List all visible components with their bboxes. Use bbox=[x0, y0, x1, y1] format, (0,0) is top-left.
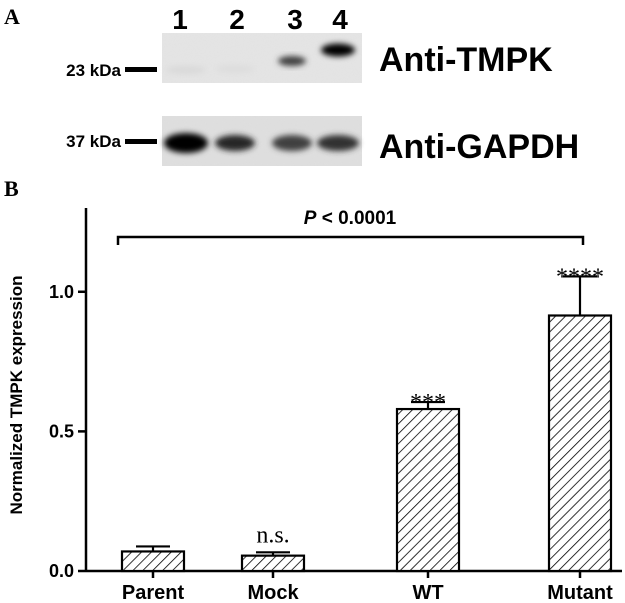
band-lane-2 bbox=[215, 65, 255, 73]
x-tick-label-wt: WT bbox=[412, 582, 443, 603]
band-lane-3 bbox=[272, 135, 312, 151]
x-tick-label-parent: Parent bbox=[122, 582, 185, 603]
pvalue-text: < 0.0001 bbox=[316, 208, 396, 229]
panel-a-letter: A bbox=[4, 4, 20, 29]
y-axis-label: Normalized TMPK expression bbox=[7, 275, 26, 514]
x-tick-label-mutant: Mutant bbox=[547, 582, 613, 603]
x-tick-label-mock: Mock bbox=[247, 582, 299, 603]
blot-tmpk bbox=[162, 33, 362, 83]
panel-b-letter: B bbox=[4, 176, 19, 201]
lane-label-3: 3 bbox=[287, 4, 303, 35]
lane-label-1: 1 bbox=[172, 4, 188, 35]
pvalue-prefix: P bbox=[304, 208, 317, 229]
marker-label-37kda: 37 kDa bbox=[66, 132, 121, 151]
band-lane-3 bbox=[278, 56, 306, 66]
pvalue-bracket-line bbox=[116, 235, 585, 245]
band-lane-4 bbox=[317, 135, 359, 151]
band-lane-1 bbox=[166, 66, 206, 74]
band-lane-4 bbox=[321, 43, 355, 57]
y-tick-label: 1.0 bbox=[49, 282, 74, 302]
y-tick-label: 0.5 bbox=[49, 421, 74, 441]
band-lane-1 bbox=[164, 133, 208, 153]
pvalue-label: P < 0.0001 bbox=[304, 208, 397, 229]
bar-mock bbox=[240, 554, 306, 573]
marker-tick-23kda bbox=[125, 67, 157, 72]
antibody-label-gapdh: Anti-GAPDH bbox=[379, 128, 579, 166]
blot-gapdh bbox=[162, 116, 362, 166]
significance-label-mutant: **** bbox=[556, 264, 604, 290]
bar-parent bbox=[120, 550, 186, 573]
marker-tick-37kda bbox=[125, 139, 157, 144]
lane-labels: 1 2 3 4 bbox=[172, 4, 348, 35]
blot-tmpk-bands bbox=[166, 43, 355, 74]
marker-label-23kda: 23 kDa bbox=[66, 61, 121, 80]
bar-wt bbox=[395, 407, 461, 573]
blot-gapdh-bands bbox=[164, 133, 359, 153]
lane-label-4: 4 bbox=[332, 4, 348, 35]
pvalue-bracket: P < 0.0001 bbox=[116, 208, 585, 245]
y-tick-label: 0.0 bbox=[49, 561, 74, 581]
bar-chart: 0.0 0.5 1.0 Parent Mock n.s. WT *** Mutant **** bbox=[49, 208, 622, 603]
lane-label-2: 2 bbox=[229, 4, 245, 35]
bar-mutant bbox=[547, 314, 613, 573]
antibody-label-tmpk: Anti-TMPK bbox=[379, 41, 553, 79]
significance-label-wt: *** bbox=[410, 390, 446, 416]
significance-label-mock: n.s. bbox=[256, 522, 289, 548]
band-lane-2 bbox=[215, 135, 255, 151]
